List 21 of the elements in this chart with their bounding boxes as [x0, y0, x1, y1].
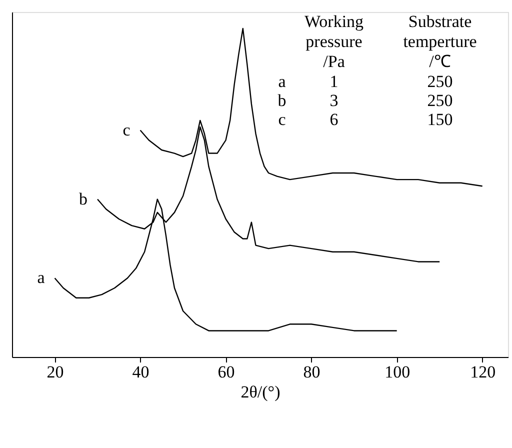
series-label: b: [79, 189, 88, 208]
x-tick-label: 80: [303, 362, 320, 382]
annotation: c: [278, 110, 286, 129]
annotation: 6: [330, 110, 338, 129]
annotation: b: [278, 91, 286, 110]
annotation: 3: [330, 91, 338, 110]
x-tick-label: 40: [132, 362, 150, 382]
annotation: a: [278, 72, 286, 91]
x-tick-label: 120: [470, 362, 496, 382]
x-tick-label: 20: [46, 362, 64, 382]
series-label: c: [122, 120, 131, 140]
x-axis-title: 2θ/(°): [240, 382, 280, 402]
annotation: Substrate temperture /℃: [403, 12, 477, 71]
annotation: 250: [427, 91, 453, 110]
annotation: 1: [330, 72, 338, 91]
x-tick-label: 60: [218, 362, 235, 382]
x-tick-label: 100: [384, 362, 410, 382]
annotation: 150: [427, 110, 453, 129]
annotation: 250: [427, 72, 453, 91]
annotation: Working pressure /Pa: [304, 12, 364, 71]
series-label: a: [37, 268, 46, 288]
